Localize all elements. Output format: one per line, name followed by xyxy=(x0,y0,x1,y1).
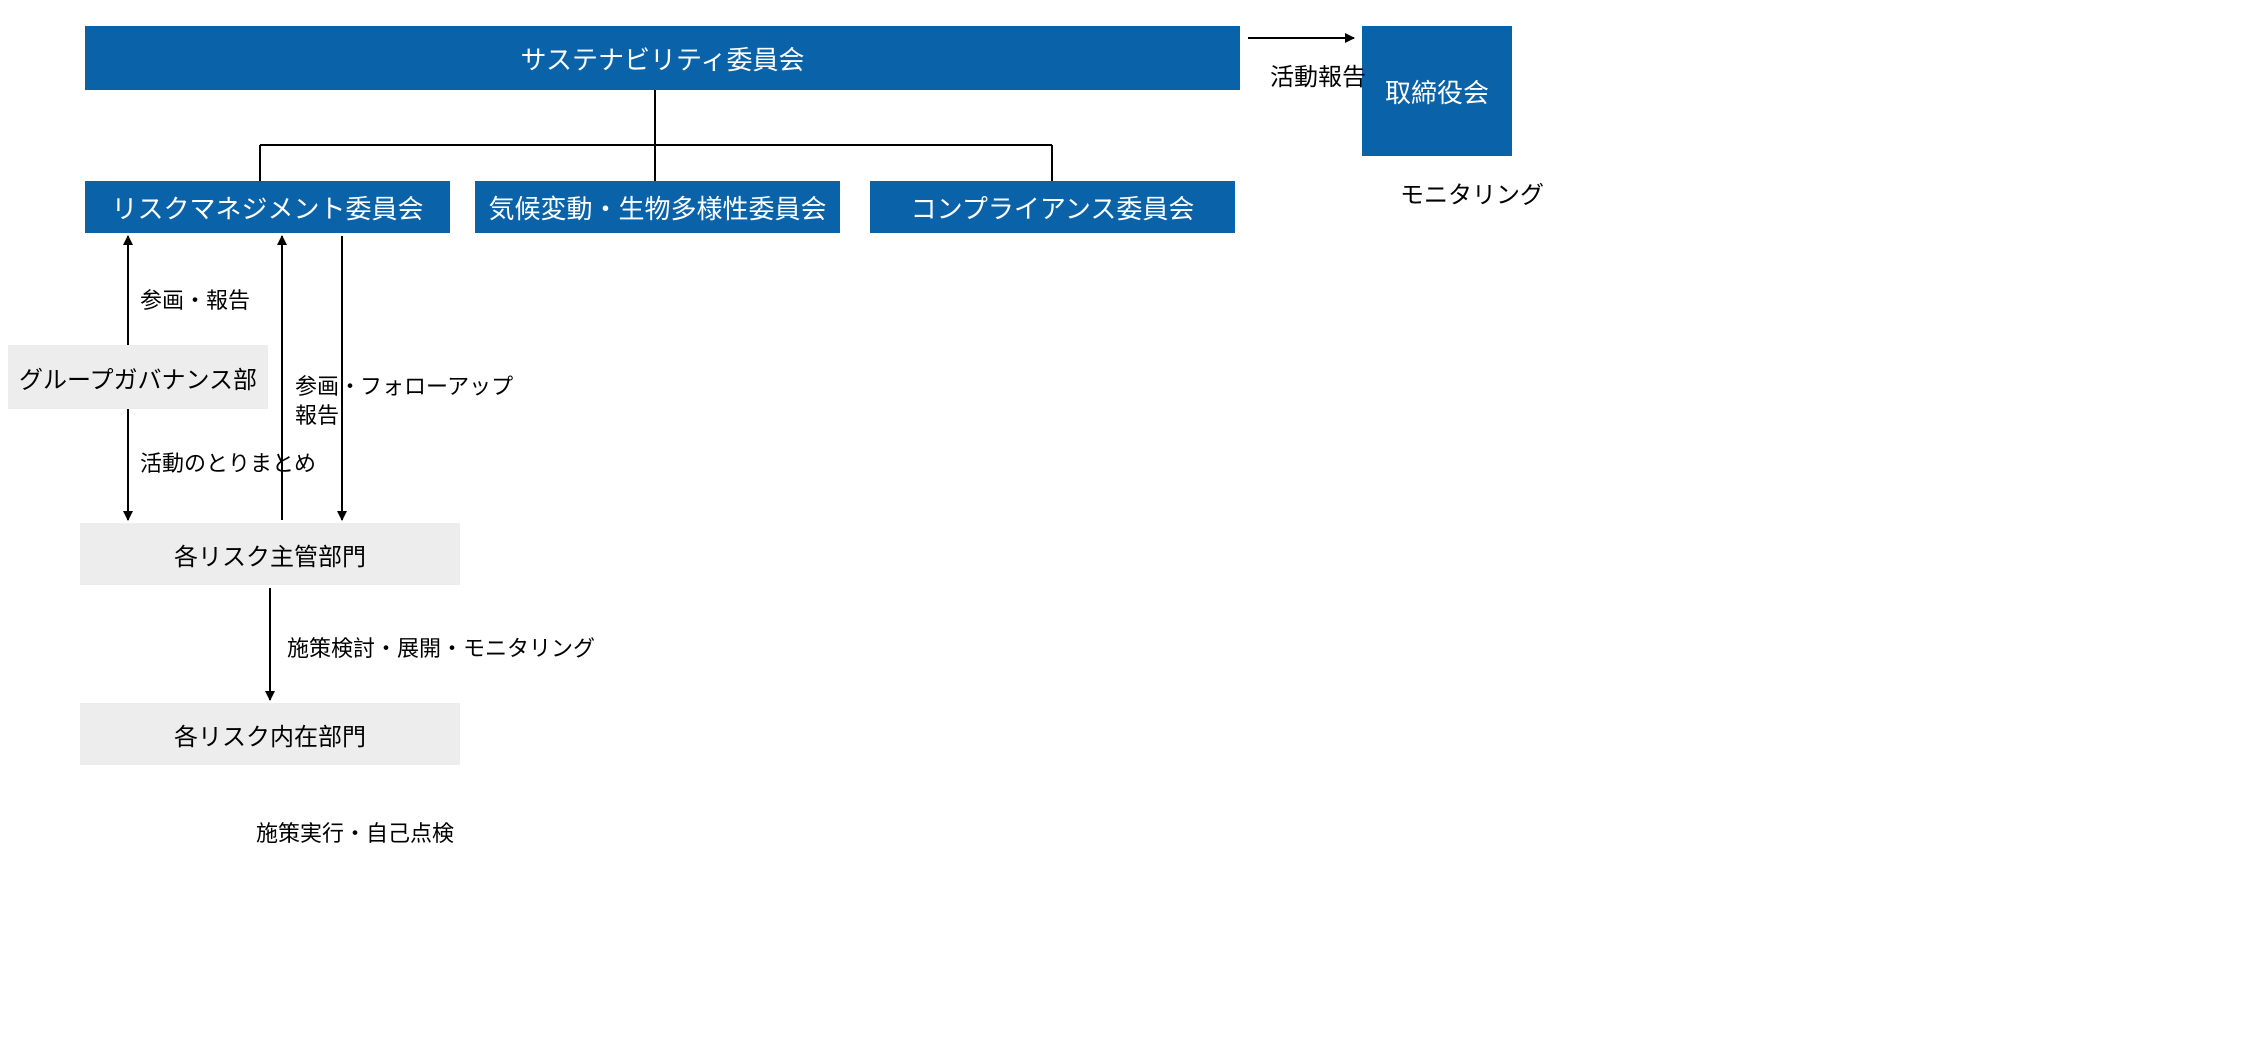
label-activity-report: 活動報告 xyxy=(1270,62,1366,93)
node-risk-inherent-dept-label: 各リスク内在部門 xyxy=(174,717,366,752)
node-sustainability-label: サステナビリティ委員会 xyxy=(521,40,805,77)
org-diagram: サステナビリティ委員会 取締役会 リスクマネジメント委員会 気候変動・生物多様性… xyxy=(0,0,2255,1050)
label-policy-exec: 施策実行・自己点検 xyxy=(256,820,454,849)
node-climate: 気候変動・生物多様性委員会 xyxy=(475,181,840,233)
node-risk-inherent-dept: 各リスク内在部門 xyxy=(80,703,460,765)
label-monitoring-board: モニタリング xyxy=(1400,180,1544,211)
node-board: 取締役会 xyxy=(1362,26,1512,156)
node-compliance-label: コンプライアンス委員会 xyxy=(911,189,1195,226)
label-participate-report-1: 参画・報告 xyxy=(140,287,250,316)
label-followup: フォローアップ xyxy=(360,373,513,402)
label-coordination: 活動のとりまとめ xyxy=(140,450,316,479)
label-policy-deploy: 施策検討・展開・モニタリング xyxy=(287,635,595,664)
label-participate-report-2: 参画・ 報告 xyxy=(295,373,361,430)
node-risk-mgmt: リスクマネジメント委員会 xyxy=(85,181,450,233)
node-climate-label: 気候変動・生物多様性委員会 xyxy=(488,189,826,226)
node-governance-dept-label: グループガバナンス部 xyxy=(19,360,257,395)
node-sustainability: サステナビリティ委員会 xyxy=(85,26,1240,90)
node-risk-mgr-dept: 各リスク主管部門 xyxy=(80,523,460,585)
node-governance-dept: グループガバナンス部 xyxy=(8,345,268,409)
node-compliance: コンプライアンス委員会 xyxy=(870,181,1235,233)
node-board-label: 取締役会 xyxy=(1385,73,1489,110)
node-risk-mgr-dept-label: 各リスク主管部門 xyxy=(174,537,366,572)
node-risk-mgmt-label: リスクマネジメント委員会 xyxy=(111,189,423,226)
